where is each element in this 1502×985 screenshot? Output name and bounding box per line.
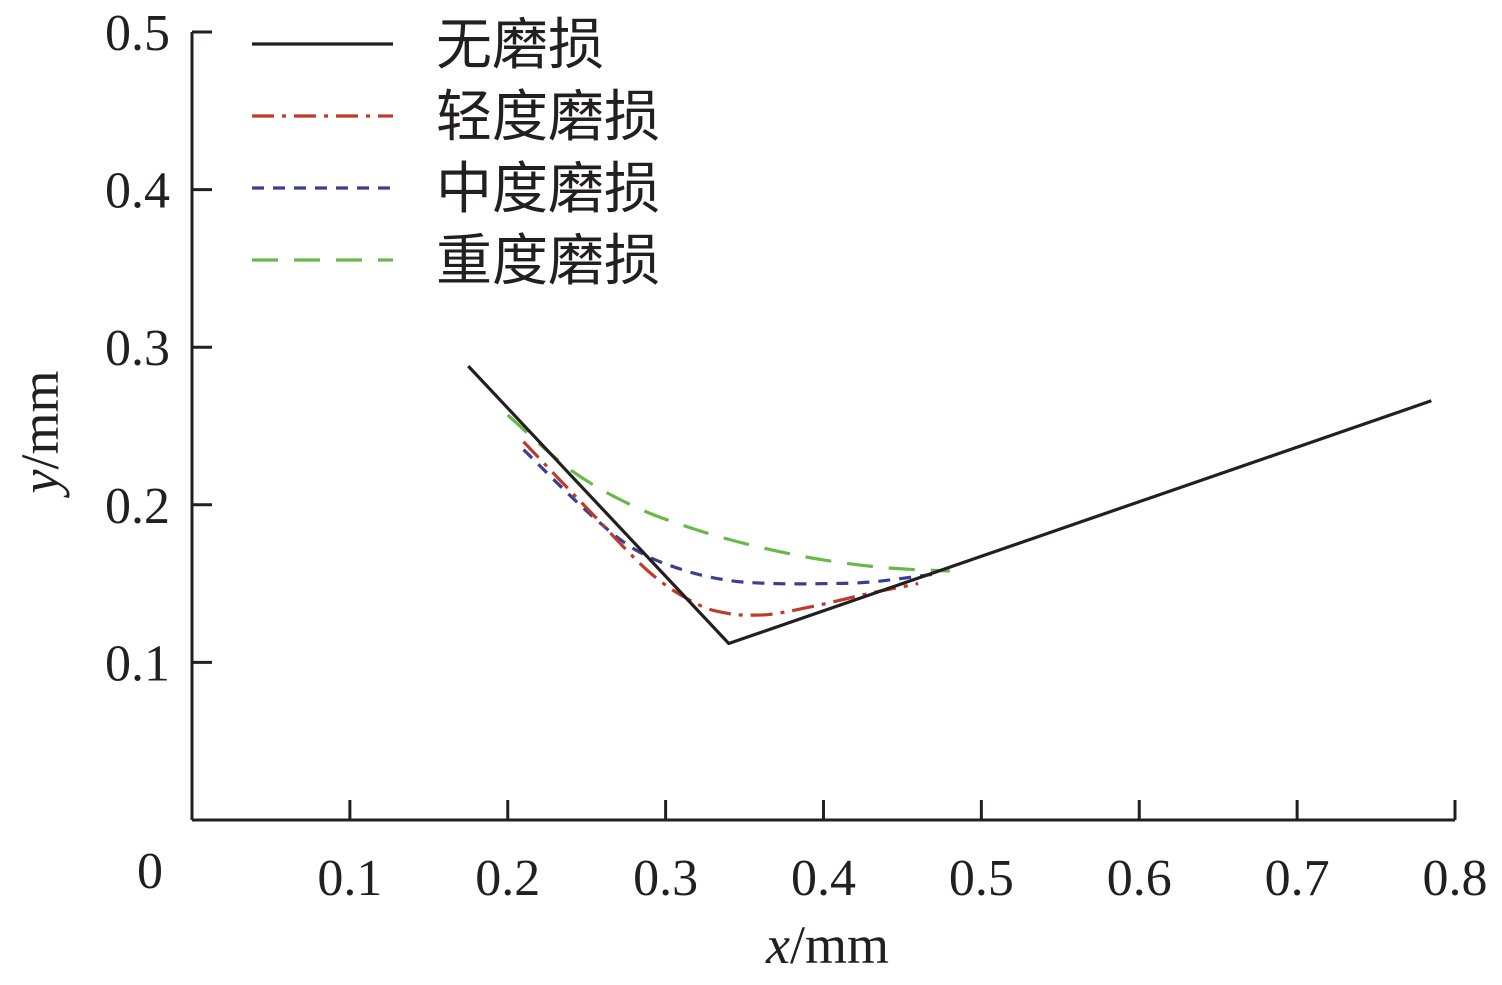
origin-label: 0 <box>137 843 163 900</box>
series-line-1 <box>522 440 919 617</box>
y-axis-label: y/mm <box>10 371 70 499</box>
series-line-0 <box>467 365 1432 646</box>
x-axis-unit: /mm <box>790 915 889 975</box>
legend-label-1: 轻度磨损 <box>436 85 660 150</box>
legend-label-0: 无磨损 <box>436 13 604 78</box>
series-line-3 <box>506 413 950 573</box>
series-line-2 <box>522 448 935 586</box>
x-tick-label: 0.3 <box>633 850 698 907</box>
x-tick-label: 0.2 <box>475 850 540 907</box>
x-tick-label: 0.5 <box>949 850 1014 907</box>
y-axis-var: y <box>10 469 70 498</box>
y-tick-label: 0.2 <box>105 478 170 535</box>
x-tick-label: 0.1 <box>317 850 382 907</box>
y-tick-label: 0.3 <box>105 320 170 377</box>
x-tick-label: 0.7 <box>1265 850 1330 907</box>
y-axis-unit: /mm <box>10 371 70 470</box>
ticks: 0.1 0.2 0.3 0.4 0.5 0.6 0.7 0.8 0.1 0.2 0.3 0.4 0.5 <box>105 5 1488 907</box>
y-tick-label: 0.4 <box>105 163 170 220</box>
x-axis-var: x <box>765 915 790 975</box>
x-tick-label: 0.8 <box>1423 850 1488 907</box>
y-tick-label: 0.5 <box>105 5 170 62</box>
x-tick-label: 0.4 <box>791 850 856 907</box>
legend-label-3: 重度磨损 <box>436 229 660 294</box>
plot-area <box>467 365 1432 646</box>
axes <box>190 32 1455 822</box>
x-tick-label: 0.6 <box>1107 850 1172 907</box>
y-tick-label: 0.1 <box>105 635 170 692</box>
x-axis-label: x/mm <box>765 915 889 975</box>
legend-label-2: 中度磨损 <box>436 157 660 222</box>
